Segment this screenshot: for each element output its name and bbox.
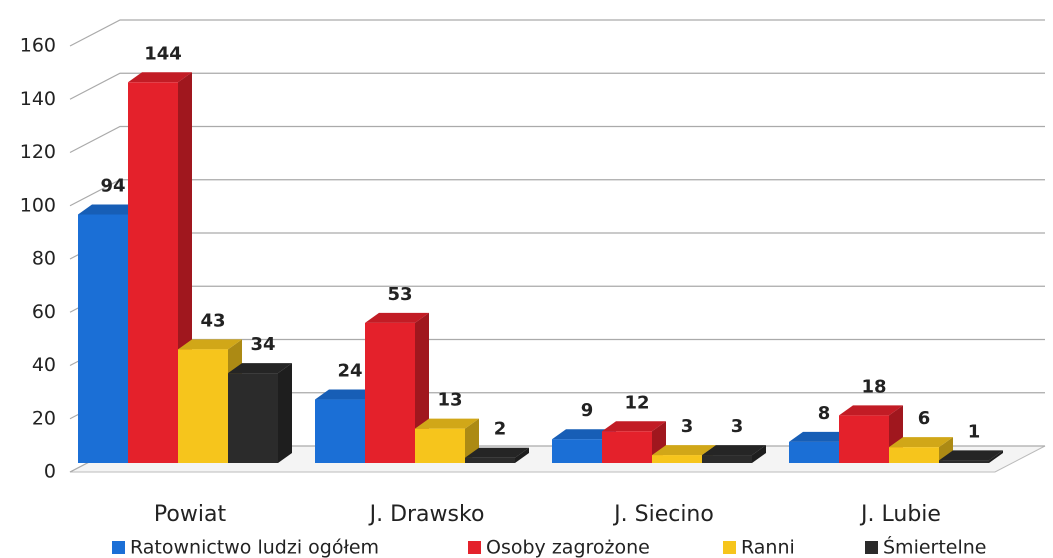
y-tick-label: 120 bbox=[20, 141, 56, 163]
legend-label: Ranni bbox=[741, 537, 795, 558]
value-label: 12 bbox=[624, 392, 649, 413]
y-tick-label: 60 bbox=[32, 301, 56, 323]
legend-label: Ratownictwo ludzi ogółem bbox=[130, 537, 379, 558]
value-label: 43 bbox=[200, 310, 225, 331]
bar bbox=[178, 349, 228, 463]
bar bbox=[939, 460, 989, 463]
bar bbox=[839, 415, 889, 463]
bar-top bbox=[702, 445, 766, 456]
bar bbox=[228, 373, 278, 463]
bar-side bbox=[989, 450, 1003, 463]
x-tick-label: J. Drawsko bbox=[368, 502, 485, 527]
legend-swatch bbox=[112, 541, 125, 554]
y-tick-label: 80 bbox=[32, 248, 56, 270]
value-label: 144 bbox=[144, 43, 182, 64]
bar-top bbox=[939, 450, 1003, 461]
bar-top bbox=[178, 339, 242, 350]
y-tick-label: 160 bbox=[20, 35, 56, 57]
bar-top bbox=[365, 312, 429, 323]
bar bbox=[78, 214, 128, 463]
grid-line bbox=[69, 72, 1045, 100]
value-label: 53 bbox=[387, 284, 412, 305]
legend-swatch bbox=[468, 541, 481, 554]
value-label: 3 bbox=[731, 416, 744, 437]
bar-top bbox=[602, 421, 666, 432]
legend-swatch bbox=[865, 541, 878, 554]
value-label: 13 bbox=[437, 390, 462, 411]
bar-top bbox=[552, 429, 616, 440]
bar-top bbox=[465, 447, 529, 458]
value-label: 34 bbox=[250, 334, 275, 355]
bar-top bbox=[228, 363, 292, 374]
value-label: 94 bbox=[100, 175, 125, 196]
bar-top bbox=[652, 445, 716, 456]
bar bbox=[702, 455, 752, 463]
value-label: 24 bbox=[337, 361, 362, 382]
bar-side bbox=[752, 445, 766, 463]
legend-label: Osoby zagrożone bbox=[486, 537, 650, 558]
y-tick-label: 0 bbox=[44, 461, 56, 483]
bar bbox=[465, 457, 515, 463]
legend-swatch bbox=[723, 541, 736, 554]
value-label: 9 bbox=[581, 400, 594, 421]
bar-side bbox=[515, 447, 529, 463]
bar bbox=[652, 455, 702, 463]
bar bbox=[789, 441, 839, 463]
bar-side bbox=[939, 437, 953, 463]
legend-label: Śmiertelne bbox=[883, 535, 987, 558]
y-tick-label: 140 bbox=[20, 88, 56, 110]
bar-top bbox=[789, 431, 853, 442]
bar bbox=[602, 431, 652, 463]
value-label: 18 bbox=[861, 376, 886, 397]
bar-top bbox=[128, 72, 192, 83]
bar bbox=[365, 322, 415, 463]
grid-line bbox=[69, 125, 1045, 154]
grid-line bbox=[69, 285, 1045, 313]
value-label: 2 bbox=[494, 419, 507, 440]
bar bbox=[552, 439, 602, 463]
y-tick-label: 100 bbox=[20, 194, 56, 216]
bar-top bbox=[315, 389, 379, 400]
x-tick-label: J. Siecino bbox=[612, 502, 714, 527]
bar-top bbox=[839, 405, 903, 416]
value-label: 1 bbox=[968, 421, 981, 442]
bar bbox=[315, 399, 365, 463]
bar bbox=[889, 447, 939, 463]
bar-top bbox=[78, 204, 142, 215]
grid-line bbox=[69, 19, 1045, 47]
y-tick-label: 40 bbox=[32, 354, 56, 376]
bar-side bbox=[278, 363, 292, 463]
value-label: 8 bbox=[818, 403, 831, 424]
grid-line bbox=[69, 179, 1045, 207]
bar bbox=[128, 82, 178, 464]
value-label: 3 bbox=[681, 416, 694, 437]
bar-top bbox=[889, 437, 953, 448]
value-label: 6 bbox=[918, 408, 931, 429]
x-tick-label: J. Lubie bbox=[859, 502, 941, 527]
bar bbox=[415, 428, 465, 463]
grid-line bbox=[69, 232, 1045, 260]
bar-top bbox=[415, 418, 479, 429]
y-tick-label: 20 bbox=[32, 407, 56, 429]
x-tick-label: Powiat bbox=[154, 502, 227, 527]
